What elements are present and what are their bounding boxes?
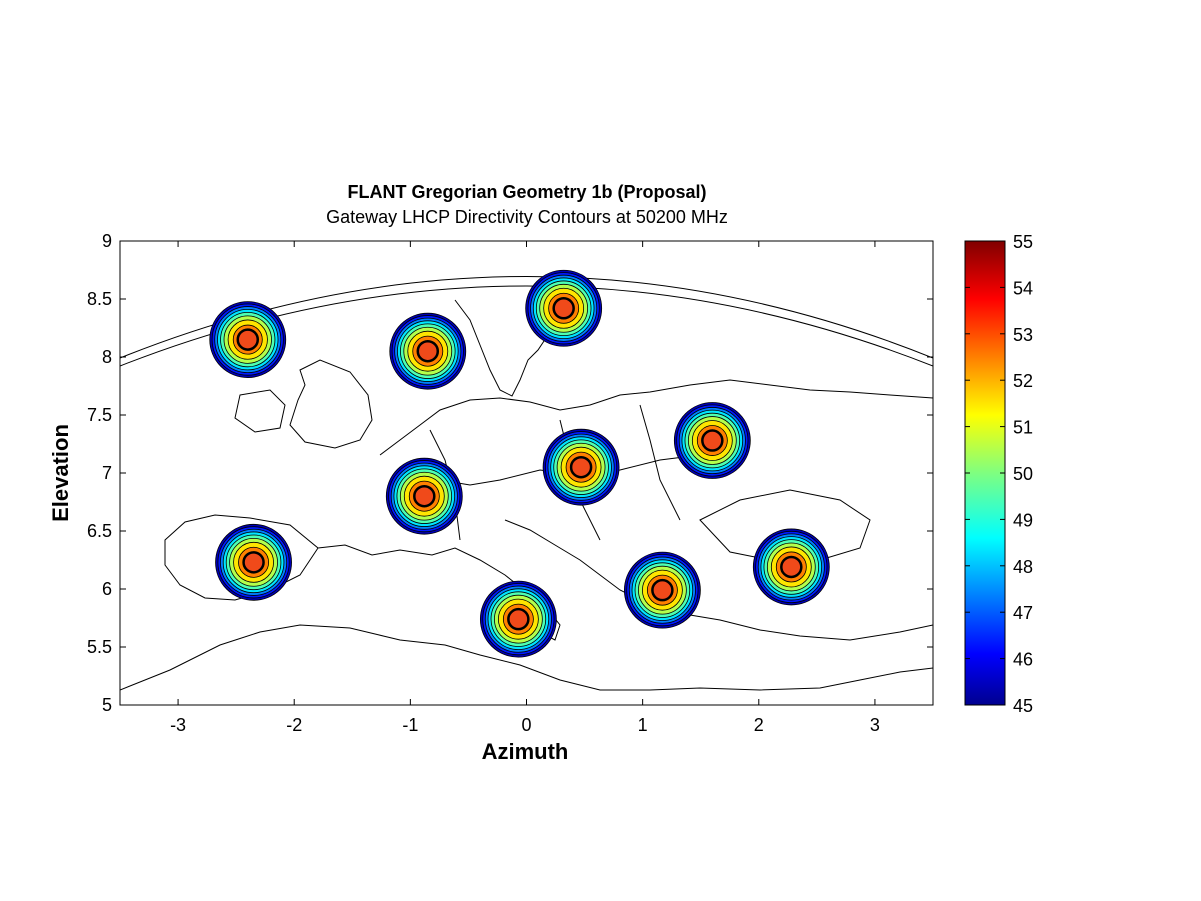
colorbar-tick-label: 50 <box>1013 464 1033 484</box>
colorbar-tick-label: 53 <box>1013 325 1033 345</box>
colorbar-tick-label: 54 <box>1013 278 1033 298</box>
x-tick-label: 0 <box>521 715 531 735</box>
beam-contour-group <box>389 312 467 390</box>
x-tick-label: 3 <box>870 715 880 735</box>
continent-north-coast <box>379 379 933 456</box>
colorbar-tick-label: 47 <box>1013 603 1033 623</box>
beam-peak-spot <box>507 607 530 631</box>
colorbar: 45 46 47 48 49 50 51 52 53 54 55 <box>964 232 1033 716</box>
y-tick-label: 7 <box>102 463 112 483</box>
beam-peak-spot <box>236 328 260 351</box>
y-tick-label: 5 <box>102 695 112 715</box>
x-tick-label: -1 <box>402 715 418 735</box>
beam-peak-spot <box>552 297 575 320</box>
colorbar-tick-label: 52 <box>1013 371 1033 391</box>
colorbar-tick-label: 48 <box>1013 557 1033 577</box>
colorbar-gradient <box>964 240 1006 706</box>
chart-title: FLANT Gregorian Geometry 1b (Proposal) <box>347 182 706 202</box>
france-italy-coast <box>317 544 561 641</box>
beam-contour-group <box>385 457 463 535</box>
beam-contour-group <box>215 523 292 601</box>
black-sea-coast <box>699 489 871 561</box>
colorbar-ticks: 45 46 47 48 49 50 51 52 53 54 55 <box>965 232 1033 716</box>
beam-contour-group <box>752 528 830 606</box>
beam-contour-group <box>209 301 287 379</box>
border-lines-4 <box>639 404 681 521</box>
beam-peak-spot <box>416 339 440 363</box>
y-tick-label: 9 <box>102 231 112 251</box>
x-tick-label: -2 <box>286 715 302 735</box>
y-tick-label: 5.5 <box>87 637 112 657</box>
map-coastlines <box>120 276 933 691</box>
colorbar-tick-label: 55 <box>1013 232 1033 252</box>
beam-peak-spot <box>242 551 265 574</box>
x-tick-label: -3 <box>170 715 186 735</box>
beam-contour-group <box>623 551 701 629</box>
beam-peak-spot <box>651 578 674 602</box>
beam-peak-spot <box>701 429 724 452</box>
beam-contour-group <box>479 580 557 658</box>
beam-contour-group <box>525 269 603 347</box>
y-tick-label: 7.5 <box>87 405 112 425</box>
chart-subtitle: Gateway LHCP Directivity Contours at 502… <box>326 207 728 227</box>
iberia-coast <box>164 514 319 601</box>
beam-contour-group <box>542 428 620 506</box>
north-africa-coast <box>120 624 933 691</box>
x-axis-ticks: -3 -2 -1 0 1 2 3 <box>170 241 880 735</box>
y-axis-ticks: 5 5.5 6 6.5 7 7.5 8 8.5 9 <box>87 231 933 715</box>
x-tick-label: 1 <box>638 715 648 735</box>
plot-area: -3 -2 -1 0 1 2 3 5 5.5 6 6.5 7 7.5 8 8.5 9 <box>87 231 934 735</box>
beam-peak-spot <box>413 484 436 508</box>
british-isles-coast <box>289 359 373 449</box>
y-tick-label: 6.5 <box>87 521 112 541</box>
beam-peak-spot <box>569 455 593 479</box>
ireland-coast <box>234 389 286 433</box>
y-tick-label: 8 <box>102 347 112 367</box>
colorbar-tick-label: 45 <box>1013 696 1033 716</box>
beam-contour-group <box>673 402 751 479</box>
colorbar-tick-label: 51 <box>1013 418 1033 438</box>
colorbar-tick-label: 49 <box>1013 510 1033 530</box>
beam-peak-spot <box>780 555 803 579</box>
y-tick-label: 8.5 <box>87 289 112 309</box>
colorbar-tick-label: 46 <box>1013 650 1033 670</box>
y-axis-label: Elevation <box>48 424 73 522</box>
beam-contours <box>209 269 830 658</box>
x-axis-label: Azimuth <box>482 739 569 764</box>
x-tick-label: 2 <box>754 715 764 735</box>
y-tick-label: 6 <box>102 579 112 599</box>
